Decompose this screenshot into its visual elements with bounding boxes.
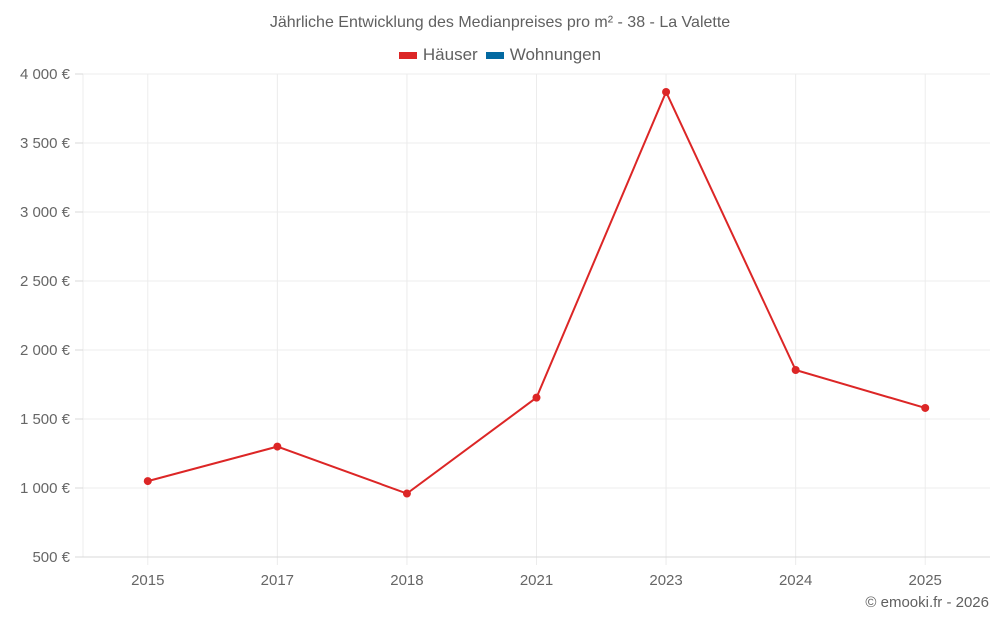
series-haeuser: [143, 87, 930, 498]
data-point[interactable]: [143, 477, 152, 486]
x-tick-label: 2018: [390, 572, 423, 589]
credit-text: © emooki.fr - 2026: [865, 594, 989, 611]
legend-label-haeuser: Häuser: [422, 45, 478, 64]
x-tick-label: 2015: [131, 572, 164, 589]
data-point[interactable]: [921, 403, 930, 412]
legend-swatch-haeuser-icon: [398, 51, 417, 59]
x-tick-label: 2024: [779, 572, 812, 589]
y-tick-label: 500 €: [32, 549, 70, 566]
y-tick-label: 3 500 €: [20, 135, 71, 152]
y-tick-label: 4 000 €: [20, 66, 71, 83]
legend-item-haeuser[interactable]: Häuser: [398, 45, 478, 65]
y-tick-label: 2 000 €: [20, 342, 71, 359]
chart-title: Jährliche Entwicklung des Medianpreises …: [269, 14, 731, 31]
legend-swatch-wohnungen-icon: [485, 51, 504, 59]
x-axis: 2015 2017 2018 2021 2023 2024 2025: [83, 556, 990, 589]
data-point[interactable]: [791, 366, 800, 375]
x-tick-label: 2021: [520, 572, 553, 589]
x-tick-label: 2023: [649, 572, 682, 589]
y-axis: 500 € 1 000 € 1 500 € 2 000 € 2 500 € 3 000 €…: [20, 66, 83, 566]
data-point[interactable]: [662, 87, 671, 96]
legend-label-wohnungen: Wohnungen: [509, 45, 602, 64]
grid-lines: [82, 73, 990, 565]
data-point[interactable]: [532, 393, 541, 402]
y-tick-label: 1 000 €: [20, 480, 71, 497]
y-tick-label: 1 500 €: [20, 411, 71, 428]
data-point[interactable]: [273, 442, 282, 451]
x-tick-label: 2025: [909, 572, 942, 589]
data-point[interactable]: [402, 489, 411, 498]
chart-legend: Häuser Wohnungen: [0, 45, 1000, 65]
legend-item-wohnungen[interactable]: Wohnungen: [485, 45, 602, 65]
y-tick-label: 2 500 €: [20, 273, 71, 290]
x-tick-label: 2017: [261, 572, 294, 589]
y-tick-label: 3 000 €: [20, 204, 71, 221]
